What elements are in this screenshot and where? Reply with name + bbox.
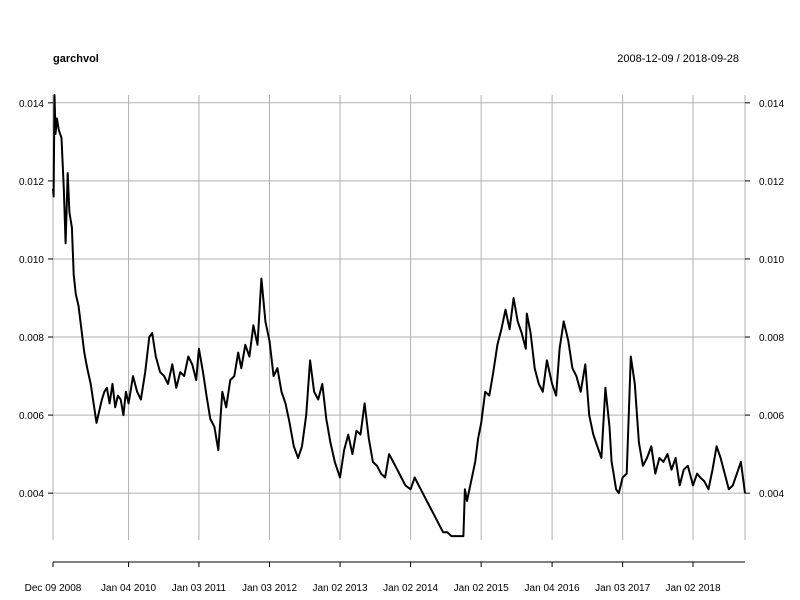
series-layer [52, 94, 746, 538]
y-tick-label-right: 0.006 [759, 411, 784, 422]
x-tick-label: Dec 09 2008 [25, 583, 82, 594]
x-tick-label: Jan 03 2012 [242, 583, 297, 594]
x-tick-label: Jan 02 2014 [383, 583, 438, 594]
x-tick-label: Jan 03 2017 [595, 583, 650, 594]
y-tick-label-left: 0.010 [19, 255, 44, 266]
series-line [52, 94, 746, 538]
y-tick-label-right: 0.010 [759, 255, 784, 266]
axes: 0.004 0.004 0.006 0.006 0.008 0.008 0.010 0.010… [19, 99, 784, 594]
x-tick-label: Jan 02 2015 [454, 583, 509, 594]
x-tick-label: Jan 04 2010 [101, 583, 156, 594]
date-range-label: 2008-12-09 / 2018-09-28 [617, 53, 739, 65]
y-tick-label-right: 0.008 [759, 333, 784, 344]
y-tick-label-right: 0.014 [759, 99, 784, 110]
x-tick-label: Jan 04 2016 [525, 583, 580, 594]
y-tick-label-right: 0.012 [759, 177, 784, 188]
x-tick-label: Jan 02 2013 [313, 583, 368, 594]
chart-title: garchvol [53, 53, 99, 65]
y-tick-label-left: 0.004 [19, 489, 44, 500]
x-tick-label: Jan 03 2011 [172, 583, 227, 594]
y-tick-label-left: 0.008 [19, 333, 44, 344]
x-tick-label: Jan 02 2018 [665, 583, 720, 594]
y-tick-label-left: 0.006 [19, 411, 44, 422]
y-tick-label-right: 0.004 [759, 489, 784, 500]
y-tick-label-left: 0.012 [19, 177, 44, 188]
y-tick-label-left: 0.014 [19, 99, 44, 110]
grid [52, 95, 746, 540]
